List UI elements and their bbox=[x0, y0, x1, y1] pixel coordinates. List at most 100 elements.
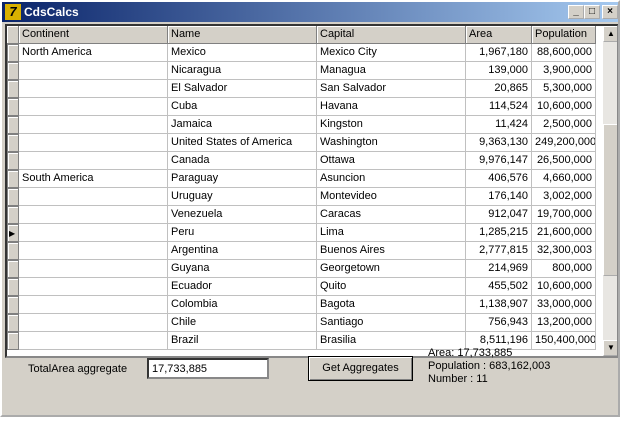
grid-cell[interactable]: Canada bbox=[168, 152, 317, 170]
grid-cell[interactable]: Argentina bbox=[168, 242, 317, 260]
grid-cell[interactable]: 10,600,000 bbox=[532, 98, 596, 116]
grid-cell[interactable]: Havana bbox=[317, 98, 466, 116]
grid-cell[interactable] bbox=[19, 98, 168, 116]
grid-cell[interactable]: 249,200,000 bbox=[532, 134, 596, 152]
grid-cell[interactable]: Cuba bbox=[168, 98, 317, 116]
grid-cell[interactable]: Georgetown bbox=[317, 260, 466, 278]
grid-cell[interactable]: Peru bbox=[168, 224, 317, 242]
row-indicator[interactable] bbox=[7, 170, 19, 188]
grid-cell[interactable]: 1,967,180 bbox=[466, 44, 532, 62]
grid-cell[interactable]: 20,865 bbox=[466, 80, 532, 98]
grid-cell[interactable]: Asuncion bbox=[317, 170, 466, 188]
grid-cell[interactable]: Santiago bbox=[317, 314, 466, 332]
grid-cell[interactable]: Chile bbox=[168, 314, 317, 332]
grid-cell[interactable]: Colombia bbox=[168, 296, 317, 314]
grid-cell[interactable]: 214,969 bbox=[466, 260, 532, 278]
row-indicator[interactable] bbox=[7, 62, 19, 80]
scroll-down[interactable]: ▼ bbox=[603, 340, 617, 356]
grid-cell[interactable] bbox=[19, 332, 168, 350]
row-indicator[interactable] bbox=[7, 98, 19, 116]
grid-cell[interactable] bbox=[19, 260, 168, 278]
grid-cell[interactable]: 11,424 bbox=[466, 116, 532, 134]
grid-cell[interactable]: Caracas bbox=[317, 206, 466, 224]
grid-cell[interactable]: 9,363,130 bbox=[466, 134, 532, 152]
grid-cell[interactable] bbox=[19, 116, 168, 134]
grid-cell[interactable]: San Salvador bbox=[317, 80, 466, 98]
grid-cell[interactable]: Paraguay bbox=[168, 170, 317, 188]
grid-cell[interactable]: 88,600,000 bbox=[532, 44, 596, 62]
row-indicator[interactable] bbox=[7, 260, 19, 278]
row-indicator[interactable] bbox=[7, 314, 19, 332]
row-indicator[interactable] bbox=[7, 188, 19, 206]
grid-cell[interactable]: Brazil bbox=[168, 332, 317, 350]
grid-cell[interactable]: Nicaragua bbox=[168, 62, 317, 80]
column-header[interactable]: Population bbox=[532, 26, 596, 44]
column-header[interactable]: Area bbox=[466, 26, 532, 44]
grid-cell[interactable]: 139,000 bbox=[466, 62, 532, 80]
row-indicator[interactable] bbox=[7, 134, 19, 152]
grid-cell[interactable]: 150,400,000 bbox=[532, 332, 596, 350]
grid-cell[interactable]: 1,285,215 bbox=[466, 224, 532, 242]
grid-cell[interactable]: South America bbox=[19, 170, 168, 188]
grid-cell[interactable]: 4,660,000 bbox=[532, 170, 596, 188]
grid-cell[interactable]: 1,138,907 bbox=[466, 296, 532, 314]
grid-cell[interactable]: 5,300,000 bbox=[532, 80, 596, 98]
grid-cell[interactable]: United States of America bbox=[168, 134, 317, 152]
grid-cell[interactable]: Managua bbox=[317, 62, 466, 80]
grid-cell[interactable]: Kingston bbox=[317, 116, 466, 134]
grid-cell[interactable]: 114,524 bbox=[466, 98, 532, 116]
scrollbar[interactable]: ▲ ▼ bbox=[603, 26, 617, 356]
column-header[interactable]: Name bbox=[168, 26, 317, 44]
grid-cell[interactable]: 13,200,000 bbox=[532, 314, 596, 332]
grid-cell[interactable]: Mexico bbox=[168, 44, 317, 62]
row-indicator[interactable] bbox=[7, 278, 19, 296]
maximize-button[interactable]: □ bbox=[584, 5, 600, 19]
column-header[interactable]: Continent bbox=[19, 26, 168, 44]
grid-cell[interactable]: 8,511,196 bbox=[466, 332, 532, 350]
grid-cell[interactable]: Jamaica bbox=[168, 116, 317, 134]
grid-cell[interactable]: 26,500,000 bbox=[532, 152, 596, 170]
grid-cell[interactable]: Washington bbox=[317, 134, 466, 152]
grid-cell[interactable]: Montevideo bbox=[317, 188, 466, 206]
row-indicator[interactable] bbox=[7, 80, 19, 98]
grid-cell[interactable] bbox=[19, 242, 168, 260]
row-indicator[interactable]: ▶ bbox=[7, 224, 19, 242]
scroll-up[interactable]: ▲ bbox=[603, 26, 617, 42]
minimize-button[interactable]: _ bbox=[568, 5, 584, 19]
grid-cell[interactable]: 3,900,000 bbox=[532, 62, 596, 80]
row-indicator[interactable] bbox=[7, 44, 19, 62]
grid-cell[interactable]: 455,502 bbox=[466, 278, 532, 296]
grid-cell[interactable] bbox=[19, 278, 168, 296]
grid-cell[interactable]: Quito bbox=[317, 278, 466, 296]
grid-cell[interactable]: 19,700,000 bbox=[532, 206, 596, 224]
grid-cell[interactable]: North America bbox=[19, 44, 168, 62]
grid-cell[interactable]: 33,000,000 bbox=[532, 296, 596, 314]
grid-cell[interactable]: Ecuador bbox=[168, 278, 317, 296]
column-header[interactable]: Capital bbox=[317, 26, 466, 44]
grid-cell[interactable]: 176,140 bbox=[466, 188, 532, 206]
grid-cell[interactable]: 2,500,000 bbox=[532, 116, 596, 134]
grid-cell[interactable] bbox=[19, 206, 168, 224]
scroll-thumb[interactable] bbox=[603, 124, 617, 276]
grid-cell[interactable]: 800,000 bbox=[532, 260, 596, 278]
grid-cell[interactable] bbox=[19, 134, 168, 152]
grid-cell[interactable] bbox=[19, 296, 168, 314]
close-button[interactable]: × bbox=[602, 5, 618, 19]
grid-cell[interactable] bbox=[19, 80, 168, 98]
row-indicator[interactable] bbox=[7, 332, 19, 350]
get-aggregates-button[interactable]: Get Aggregates bbox=[308, 356, 413, 381]
row-indicator[interactable] bbox=[7, 152, 19, 170]
grid-cell[interactable] bbox=[19, 224, 168, 242]
row-indicator[interactable] bbox=[7, 242, 19, 260]
grid-cell[interactable] bbox=[19, 314, 168, 332]
row-indicator[interactable] bbox=[7, 296, 19, 314]
grid-cell[interactable]: Lima bbox=[317, 224, 466, 242]
grid-cell[interactable] bbox=[19, 188, 168, 206]
grid-cell[interactable]: 912,047 bbox=[466, 206, 532, 224]
grid-cell[interactable]: 3,002,000 bbox=[532, 188, 596, 206]
grid-cell[interactable]: Venezuela bbox=[168, 206, 317, 224]
grid-cell[interactable]: 32,300,003 bbox=[532, 242, 596, 260]
grid-cell[interactable]: El Salvador bbox=[168, 80, 317, 98]
grid-cell[interactable]: 406,576 bbox=[466, 170, 532, 188]
grid-cell[interactable]: Bagota bbox=[317, 296, 466, 314]
